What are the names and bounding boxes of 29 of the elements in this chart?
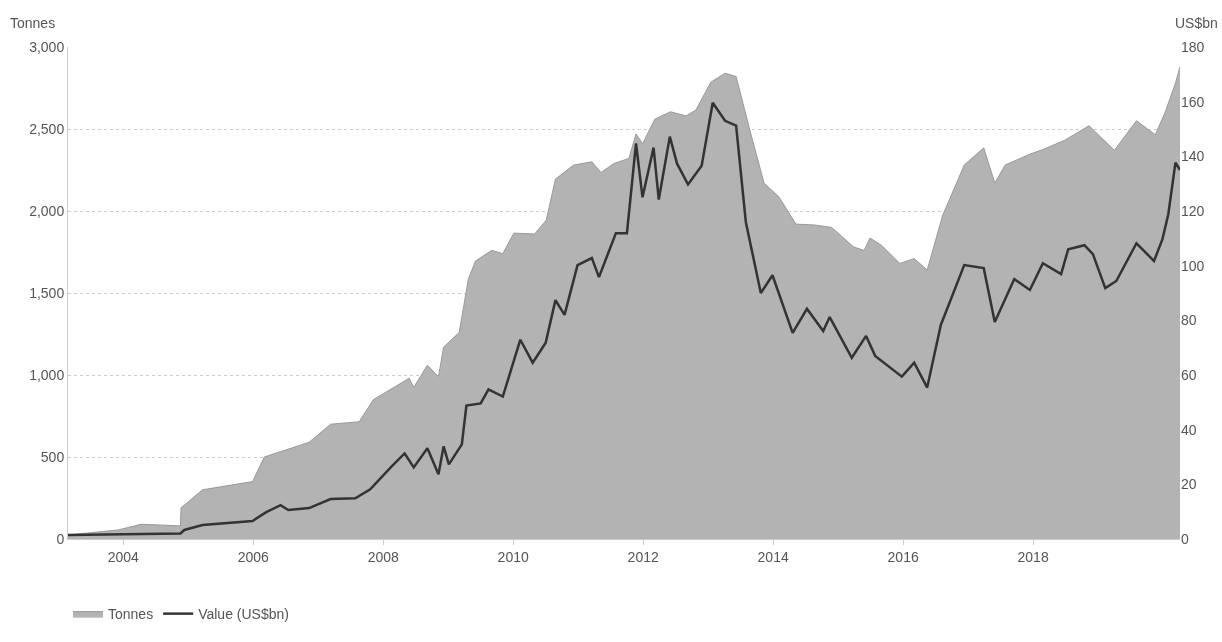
y-tick-label: 3,000 <box>29 38 65 55</box>
y-tick-label: 500 <box>40 448 65 465</box>
y-axis-title: Tonnes <box>10 15 56 31</box>
x-tick-label: 2008 <box>367 548 399 565</box>
y2-tick-label: 0 <box>1181 530 1189 547</box>
y-tick-label: 2,500 <box>29 120 65 137</box>
y2-tick-label: 140 <box>1181 148 1205 165</box>
y2-tick-label: 80 <box>1181 312 1197 329</box>
x-tick-label: 2010 <box>497 548 529 565</box>
y2-tick-label: 40 <box>1181 421 1197 438</box>
y2-tick-label: 100 <box>1181 257 1205 274</box>
y2-tick-label: 60 <box>1181 366 1197 383</box>
x-tick-label: 2004 <box>107 548 140 565</box>
x-tick-label: 2006 <box>237 548 270 565</box>
x-tick-label: 2016 <box>887 548 919 565</box>
y-tick-label: 1,500 <box>29 284 65 301</box>
y2-tick-label: 160 <box>1181 93 1205 110</box>
y2-axis-title: US$bn <box>1175 15 1218 31</box>
y-tick-label: 0 <box>56 530 65 547</box>
y2-tick-label: 180 <box>1181 38 1205 55</box>
x-tick-label: 2014 <box>757 548 789 565</box>
legend-label: Tonnes <box>108 606 154 623</box>
x-tick-label: 2012 <box>627 548 659 565</box>
x-tick-label: 2018 <box>1017 548 1049 565</box>
y2-tick-label: 120 <box>1181 202 1205 219</box>
legend-label: Value (US$bn) <box>198 606 289 623</box>
y-tick-label: 2,000 <box>29 202 65 219</box>
y2-tick-label: 20 <box>1181 476 1197 493</box>
y-tick-label: 1,000 <box>29 366 65 383</box>
